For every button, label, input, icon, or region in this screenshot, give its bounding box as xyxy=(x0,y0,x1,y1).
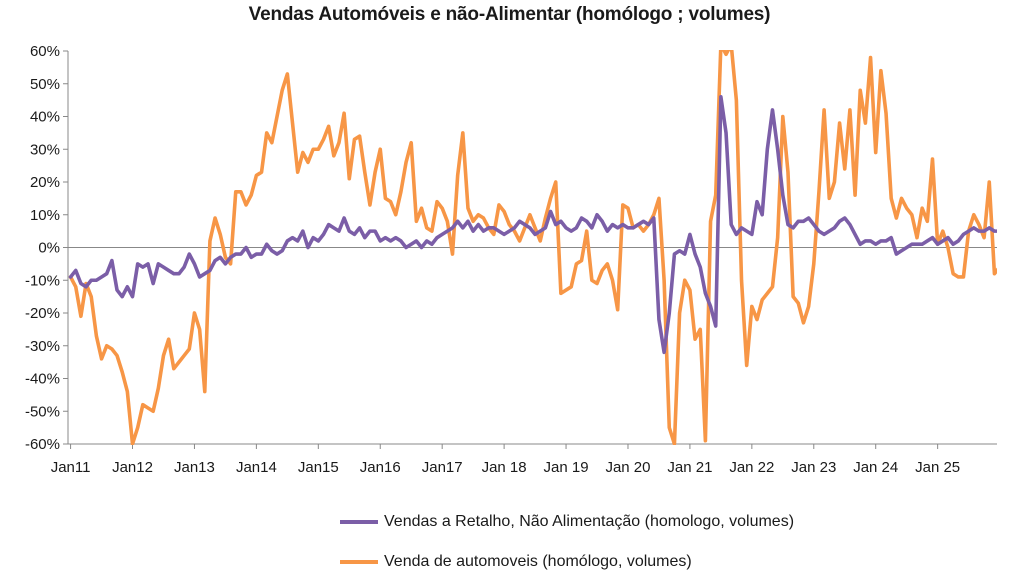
y-tick-label: 0% xyxy=(38,240,60,257)
x-tick-label: Jan12 xyxy=(112,459,153,476)
series-line-cars xyxy=(68,50,997,445)
x-tick-label: Jan 21 xyxy=(667,459,712,476)
y-tick-label: 50% xyxy=(30,76,60,93)
chart-title: Vendas Automóveis e não-Alimentar (homól… xyxy=(248,4,771,25)
x-tick-label: Jan 23 xyxy=(791,459,836,476)
series-line-retail xyxy=(68,95,997,355)
y-tick-label: -20% xyxy=(25,305,60,322)
y-tick-label: 30% xyxy=(30,141,60,158)
legend-item-cars: Venda de automoveis (homólogo, volumes) xyxy=(340,551,692,573)
x-tick-label: Jan13 xyxy=(174,459,215,476)
y-tick-label: 40% xyxy=(30,109,60,126)
y-tick-label: -60% xyxy=(25,436,60,453)
y-tick-label: 20% xyxy=(30,174,60,191)
x-tick-label: Jan15 xyxy=(298,459,339,476)
legend-item-retail: Vendas a Retalho, Não Alimentação (homol… xyxy=(340,511,794,533)
y-tick-label: -30% xyxy=(25,338,60,355)
x-tick-label: Jan 18 xyxy=(482,459,527,476)
x-tick-label: Jan 20 xyxy=(605,459,650,476)
legend-swatch-cars xyxy=(340,560,378,564)
legend-label-cars: Venda de automoveis (homólogo, volumes) xyxy=(384,553,692,570)
legend-swatch-retail xyxy=(340,520,378,524)
x-tick-label: Jan17 xyxy=(422,459,463,476)
y-tick-label: -10% xyxy=(25,272,60,289)
x-tick-labels: Jan11 Jan12 Jan13 Jan14 Jan15 Jan16 Jan17 Jan 1… xyxy=(51,459,960,476)
y-tick-label: 10% xyxy=(30,207,60,224)
x-tick-label: Jan 22 xyxy=(729,459,774,476)
x-tick-label: Jan 19 xyxy=(544,459,589,476)
x-tick-label: Jan14 xyxy=(236,459,277,476)
y-tick-labels: -60% -50% -40% -30% -20% -10% 0% 10% 20% 30% 40% 50… xyxy=(25,43,60,453)
x-tick-label: Jan11 xyxy=(51,459,91,476)
y-tick-label: 60% xyxy=(30,43,60,60)
x-tick-label: Jan 24 xyxy=(853,459,898,476)
y-tick-label: -50% xyxy=(25,403,60,420)
x-tick-label: Jan16 xyxy=(360,459,401,476)
series-lines xyxy=(68,50,997,445)
y-tick-label: -40% xyxy=(25,371,60,388)
legend-label-retail: Vendas a Retalho, Não Alimentação (homol… xyxy=(384,513,795,530)
x-tick-label: Jan 25 xyxy=(915,459,960,476)
